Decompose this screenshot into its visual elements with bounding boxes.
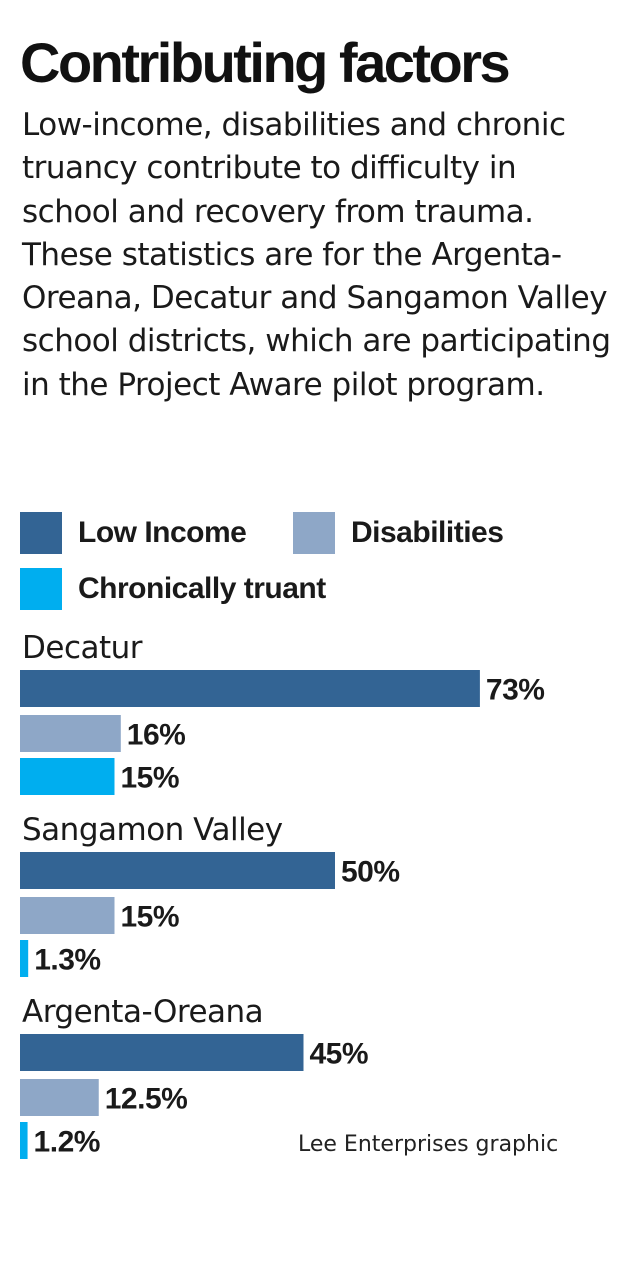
category-label-decatur: Decatur	[22, 630, 143, 666]
value-label-sangamon-valley-low-income: 50%	[341, 856, 400, 889]
value-label-sangamon-valley-disabilities: 15%	[121, 901, 180, 934]
legend: Low Income Disabilities Chronically trua…	[20, 512, 620, 612]
chart-title: Contributing factors	[20, 31, 511, 94]
bar-chart: Decatur 73% 16% 15% Sangamon Valley 50% 15% 1.3…	[20, 630, 545, 1159]
bar-decatur-low-income	[20, 670, 480, 707]
legend-label-low-income: Low Income	[78, 516, 247, 549]
value-label-decatur-low-income: 73%	[486, 674, 545, 707]
bar-sangamon-valley-disabilities	[20, 897, 115, 934]
bar-argenta-oreana-low-income	[20, 1034, 304, 1071]
bar-decatur-disabilities	[20, 715, 121, 752]
bar-sangamon-valley-low-income	[20, 852, 335, 889]
legend-label-chronically-truant: Chronically truant	[78, 572, 326, 605]
source-credit: Lee Enterprises graphic	[298, 1132, 559, 1157]
bar-sangamon-valley-chronically-truant	[20, 940, 29, 977]
value-label-decatur-disabilities: 16%	[127, 719, 186, 752]
value-label-decatur-chronically-truant: 15%	[121, 762, 180, 795]
value-label-argenta-oreana-disabilities: 12.5%	[105, 1083, 188, 1116]
bar-argenta-oreana-disabilities	[20, 1079, 99, 1116]
legend-swatch-low-income	[20, 512, 62, 554]
legend-swatch-chronically-truant	[20, 568, 62, 610]
legend-label-disabilities: Disabilities	[351, 516, 504, 549]
category-label-argenta-oreana: Argenta-Oreana	[22, 994, 263, 1030]
value-label-argenta-oreana-low-income: 45%	[310, 1038, 369, 1071]
value-label-sangamon-valley-chronically-truant: 1.3%	[34, 944, 100, 977]
bar-argenta-oreana-chronically-truant	[20, 1122, 28, 1159]
value-label-argenta-oreana-chronically-truant: 1.2%	[34, 1126, 100, 1159]
bar-decatur-chronically-truant	[20, 758, 115, 795]
chart-description: Low-income, disabilities and chronic tru…	[22, 107, 611, 403]
legend-swatch-disabilities	[293, 512, 335, 554]
category-label-sangamon-valley: Sangamon Valley	[22, 812, 283, 848]
